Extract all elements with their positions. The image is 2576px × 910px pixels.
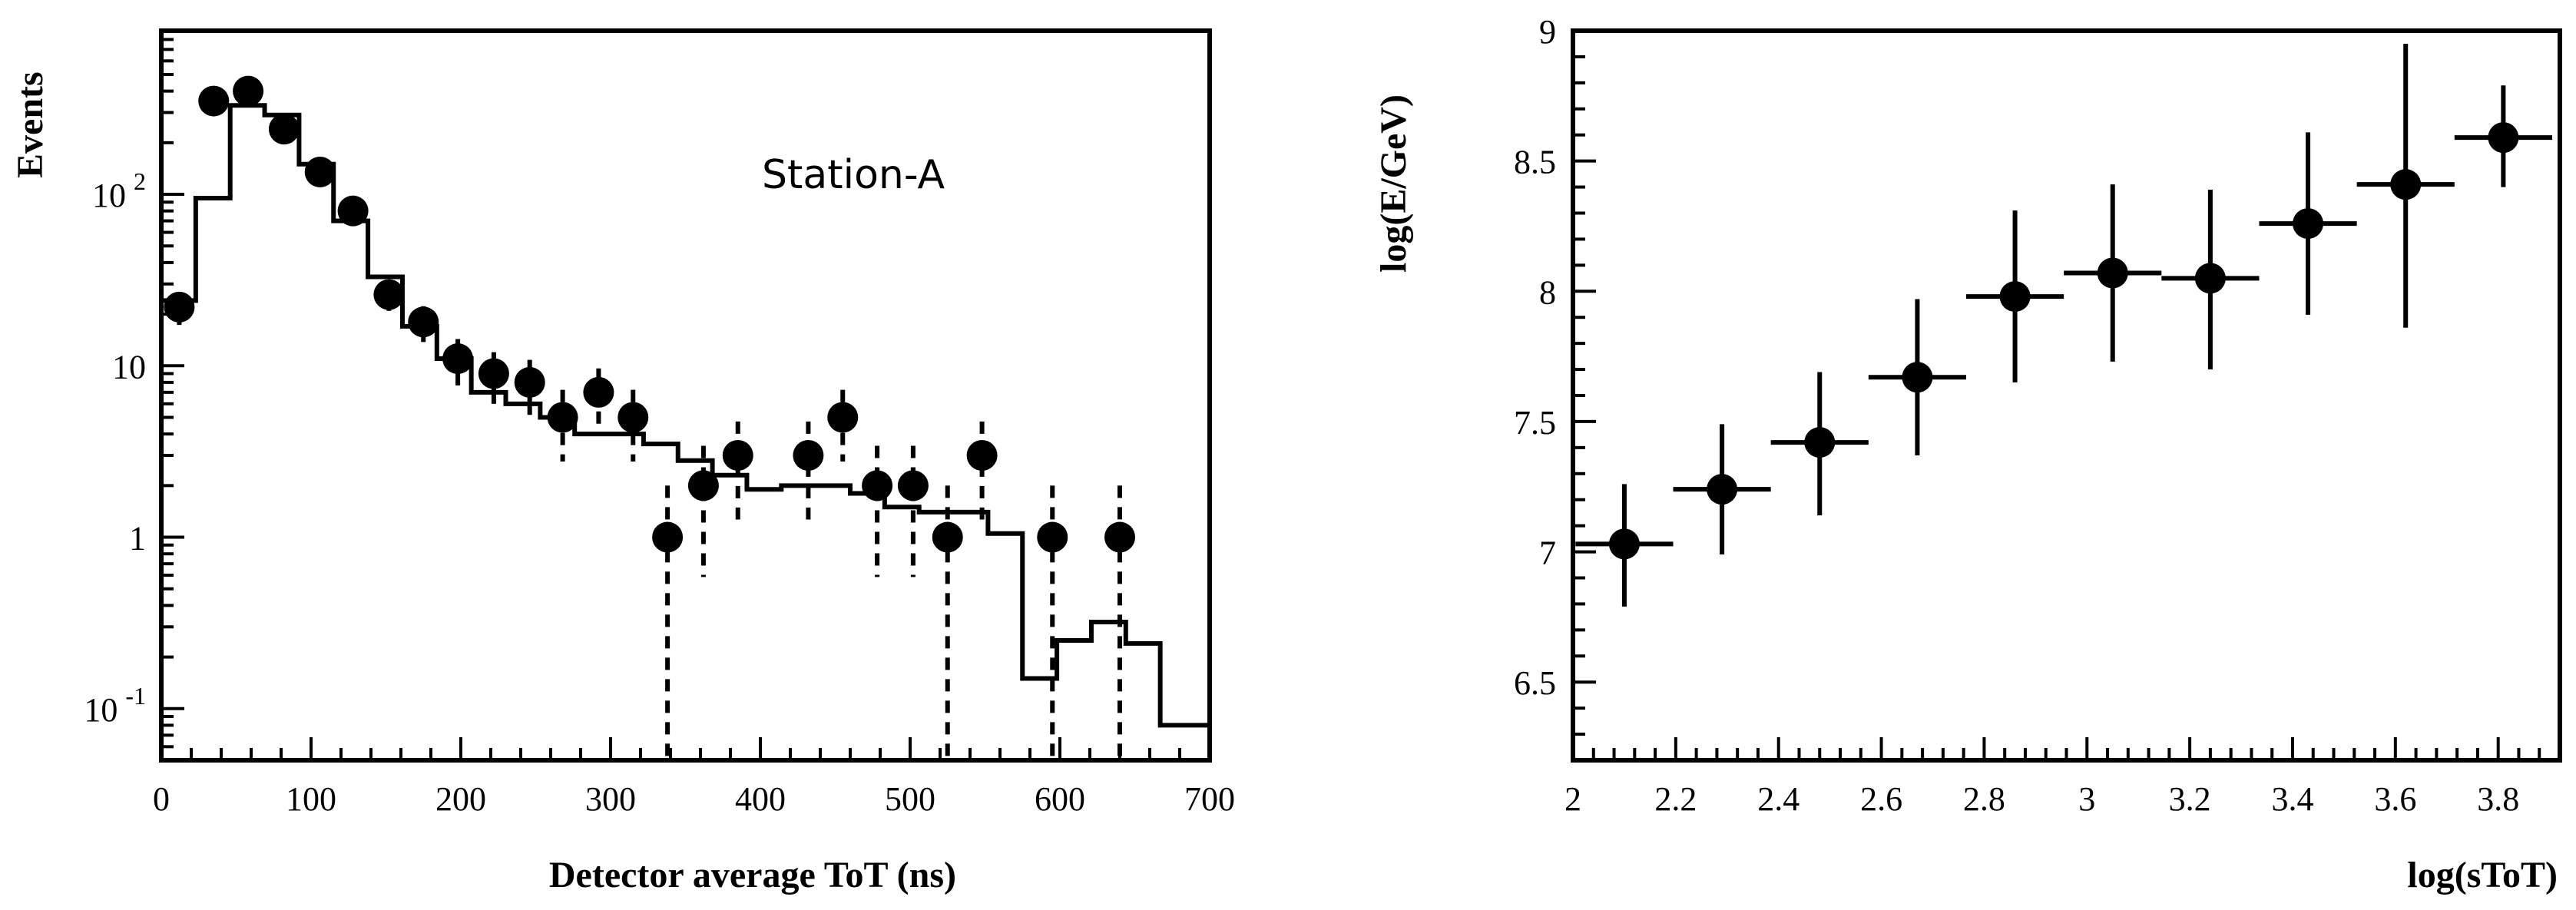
data-point — [1804, 427, 1836, 458]
data-point — [442, 343, 474, 375]
x-tick-label: 3.6 — [2374, 780, 2416, 818]
x-tick-label: 300 — [585, 780, 636, 818]
right-tick-labels: 2 2.2 2.4 2.6 2.8 3 3.2 3.4 3.6 3.8 6.5 7 7.5 8 8.5 9 — [1514, 13, 2519, 818]
data-point — [687, 470, 719, 501]
data-point — [233, 75, 264, 107]
right-x-axis-label: log(sToT) — [2407, 855, 2558, 895]
data-point — [1999, 281, 2031, 313]
data-point — [862, 470, 893, 501]
data-point — [932, 521, 963, 553]
x-tick-label: 2 — [1564, 780, 1581, 818]
data-point — [1608, 528, 1640, 560]
x-tick-label: 3 — [2078, 780, 2095, 818]
x-tick-label: 400 — [735, 780, 786, 818]
data-point — [2390, 169, 2422, 200]
y-tick-label: 6.5 — [1514, 664, 1556, 702]
right-plot-frame — [1571, 28, 2562, 763]
data-point — [897, 470, 929, 501]
data-point — [1104, 521, 1135, 553]
data-point — [2194, 263, 2226, 294]
x-tick-label: 3.2 — [2169, 780, 2211, 818]
left-data-points — [164, 75, 1135, 760]
data-point — [198, 85, 230, 117]
y-tick-label: 10 — [112, 348, 146, 386]
x-tick-label: 200 — [435, 780, 486, 818]
x-tick-label: 2.8 — [1963, 780, 2005, 818]
x-tick-label: 0 — [153, 780, 170, 818]
right-data-points — [1575, 43, 2552, 607]
data-point — [1902, 362, 1933, 393]
station-annotation: Station-A — [762, 152, 945, 198]
data-point — [268, 114, 300, 145]
data-point — [547, 402, 578, 433]
right-axis-ticks — [1571, 29, 2561, 762]
data-point — [722, 440, 753, 472]
data-point — [408, 306, 439, 338]
y-tick-label: 7 — [1539, 534, 1556, 572]
data-point — [966, 440, 998, 472]
x-tick-label: 500 — [885, 780, 935, 818]
data-point — [827, 402, 859, 433]
y-tick-label: 1 — [129, 520, 146, 558]
data-point — [583, 376, 614, 408]
x-tick-label: 2.4 — [1757, 780, 1800, 818]
energy-panel: 2 2.2 2.4 2.6 2.8 3 3.2 3.4 3.6 3.8 6.5 7 7.5 8 8.5 9 l… — [1373, 13, 2562, 895]
data-point — [2293, 208, 2324, 240]
y-tick-label: 10 2 — [92, 167, 146, 214]
data-point — [373, 279, 405, 310]
y-tick-label: 8 — [1539, 273, 1556, 311]
data-point — [652, 521, 684, 553]
y-tick-label: 9 — [1539, 13, 1556, 51]
data-point — [164, 291, 195, 323]
left-axis-ticks — [160, 29, 1211, 762]
right-y-axis-label: log(E/GeV) — [1373, 94, 1414, 273]
x-tick-label: 3.4 — [2271, 780, 2313, 818]
x-tick-label: 2.2 — [1654, 780, 1697, 818]
y-tick-label: 7.5 — [1514, 404, 1556, 442]
data-point — [793, 440, 824, 472]
left-y-axis-label: Events — [10, 71, 51, 178]
y-tick-label: 10 -1 — [84, 682, 146, 729]
data-point — [2488, 122, 2519, 154]
data-point — [514, 366, 545, 398]
x-tick-label: 100 — [286, 780, 336, 818]
x-tick-label: 2.6 — [1860, 780, 1902, 818]
data-point — [337, 195, 369, 227]
y-tick-label: 8.5 — [1514, 144, 1556, 181]
left-x-axis-label: Detector average ToT (ns) — [549, 855, 956, 895]
x-tick-label: 3.8 — [2477, 780, 2519, 818]
left-tick-labels: 0 100 200 300 400 500 600 700 10 -1 1 10 10 2 — [84, 167, 1235, 818]
data-point — [1037, 521, 1068, 553]
x-tick-label: 600 — [1035, 780, 1085, 818]
histogram-panel: 0 100 200 300 400 500 600 700 10 -1 1 10 10 2 Station… — [10, 28, 1235, 895]
data-point — [2097, 257, 2128, 289]
left-plot-frame — [159, 28, 1212, 763]
data-point — [618, 402, 649, 433]
data-point — [478, 358, 509, 389]
data-point — [304, 156, 336, 187]
data-point — [1707, 474, 1738, 505]
x-tick-label: 700 — [1184, 780, 1235, 818]
